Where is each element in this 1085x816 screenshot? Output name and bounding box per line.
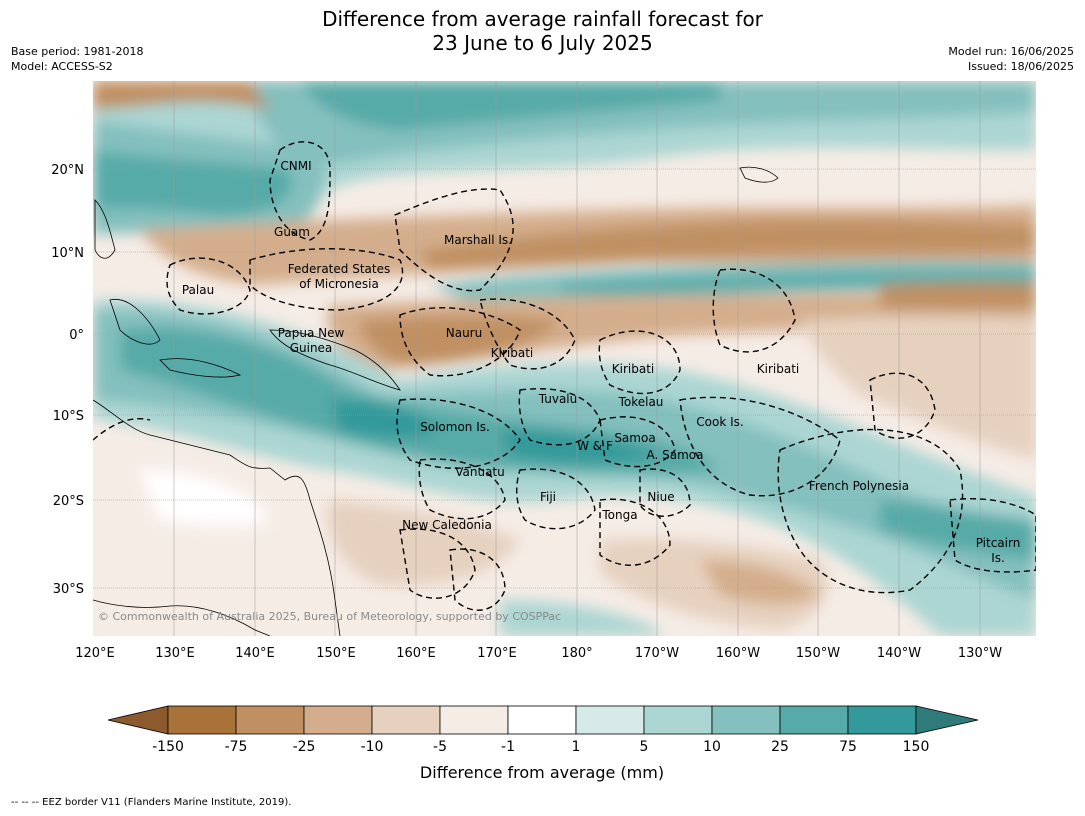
label-solomon-islands: Solomon Is. (420, 420, 490, 434)
label-fsm-line2: of Micronesia (299, 277, 379, 291)
colorbar-extend-low (107, 705, 169, 735)
lon-label: 180° (561, 646, 592, 661)
colorbar-label: Difference from average (mm) (420, 763, 664, 782)
label-tuvalu: Tuvalu (538, 392, 578, 406)
lat-label: 10°S (53, 409, 84, 424)
label-fiji: Fiji (540, 490, 556, 504)
label-cook-islands: Cook Is. (696, 415, 743, 429)
lon-label: 130°E (155, 646, 195, 661)
lat-label: 30°S (53, 582, 84, 597)
label-kiribati-central: Kiribati (612, 362, 654, 376)
model-name: Model: ACCESS-S2 (11, 60, 113, 73)
colorbar-tick-label: 1 (572, 739, 581, 755)
label-palau: Palau (182, 283, 214, 297)
label-kiribati-west: Kiribati (491, 346, 533, 360)
colorbar-tick-label: -25 (293, 739, 316, 755)
eez-boundaries (93, 141, 1036, 611)
latitude-labels: 20°N 10°N 0° 10°S 20°S 30°S (51, 163, 84, 597)
lon-label: 120°E (75, 646, 115, 661)
label-niue: Niue (647, 490, 674, 504)
meta-right: Model run: 16/06/2025 Issued: 18/06/2025 (948, 44, 1074, 74)
colorbar-tick-label: -5 (433, 739, 447, 755)
map-title-line1: Difference from average rainfall forecas… (322, 7, 763, 31)
label-tokelau: Tokelau (618, 395, 664, 409)
colorbar-swatch (439, 705, 509, 735)
longitude-labels: 120°E 130°E 140°E 150°E 160°E 170°E 180°… (75, 646, 1002, 661)
colorbar-swatch (575, 705, 645, 735)
rainfall-anomaly-field: CNMI Guam Marshall Is. Federated States … (93, 81, 1036, 636)
colorbar: -150 -75 -25 -10 -5 -1 1 5 10 25 75 150 (107, 705, 979, 755)
colorbar-tick-label: -75 (225, 739, 248, 755)
label-kiribati-east: Kiribati (757, 362, 799, 376)
colorbar-tick-label: 5 (640, 739, 649, 755)
colorbar-swatch (303, 705, 373, 735)
lon-label: 150°W (796, 646, 840, 661)
lon-label: 150°E (316, 646, 356, 661)
model-run: Model run: 16/06/2025 (948, 45, 1074, 58)
label-nauru: Nauru (446, 326, 482, 340)
colorbar-tick-label: 25 (771, 739, 789, 755)
lat-label: 20°S (53, 494, 84, 509)
label-samoa: Samoa (614, 431, 655, 445)
lon-label: 160°E (396, 646, 436, 661)
lat-label: 20°N (51, 163, 84, 178)
colorbar-swatch (779, 705, 849, 735)
label-american-samoa: A. Samoa (647, 448, 704, 462)
colorbar-tick-label: 10 (703, 739, 721, 755)
eez-legend-note: -- -- -- EEZ border V11 (Flanders Marine… (11, 797, 292, 808)
colorbar-swatch (643, 705, 713, 735)
label-vanuatu: Vanuatu (455, 465, 505, 479)
colorbar-swatch (371, 705, 441, 735)
colorbar-swatch (847, 705, 917, 735)
label-cnmi: CNMI (280, 159, 311, 173)
label-guam: Guam (274, 225, 310, 239)
lon-label: 160°W (716, 646, 760, 661)
colorbar-tick-label: -150 (152, 739, 184, 755)
label-pitcairn-line2: Is. (991, 551, 1005, 565)
label-new-caledonia: New Caledonia (402, 518, 492, 532)
lat-label: 10°N (51, 246, 84, 261)
label-png-line2: Guinea (290, 341, 333, 355)
colorbar-extend-high (915, 705, 979, 735)
lon-label: 140°W (877, 646, 921, 661)
coastlines (93, 166, 779, 636)
base-period: Base period: 1981-2018 (11, 45, 144, 58)
map-title-line2: 23 June to 6 July 2025 (432, 31, 653, 55)
meta-left: Base period: 1981-2018 Model: ACCESS-S2 (11, 44, 143, 74)
label-fsm-line1: Federated States (288, 262, 390, 276)
label-png-line1: Papua New (278, 326, 345, 340)
colorbar-tick-label: 75 (839, 739, 857, 755)
meridians (173, 81, 981, 636)
label-pitcairn-line1: Pitcairn (976, 536, 1021, 550)
lon-label: 170°W (635, 646, 679, 661)
issued-date: Issued: 18/06/2025 (967, 60, 1074, 73)
colorbar-tick-label: -10 (361, 739, 384, 755)
colorbar-swatch (507, 705, 577, 735)
colorbar-swatch (167, 705, 237, 735)
lon-label: 140°E (235, 646, 275, 661)
copyright-credit: © Commonwealth of Australia 2025, Bureau… (98, 610, 562, 623)
colorbar-swatch (235, 705, 305, 735)
colorbar-tick-label: 150 (903, 739, 930, 755)
label-tonga: Tonga (601, 508, 637, 522)
lon-label: 170°E (477, 646, 517, 661)
lat-label: 0° (69, 328, 84, 343)
region-labels: CNMI Guam Marshall Is. Federated States … (182, 159, 1020, 565)
label-marshall-islands: Marshall Is. (444, 233, 512, 247)
lon-label: 130°W (958, 646, 1002, 661)
colorbar-swatch (711, 705, 781, 735)
colorbar-tick-label: -1 (501, 739, 515, 755)
label-wallis-futuna: W & F (577, 439, 613, 453)
label-french-polynesia: French Polynesia (809, 479, 909, 493)
